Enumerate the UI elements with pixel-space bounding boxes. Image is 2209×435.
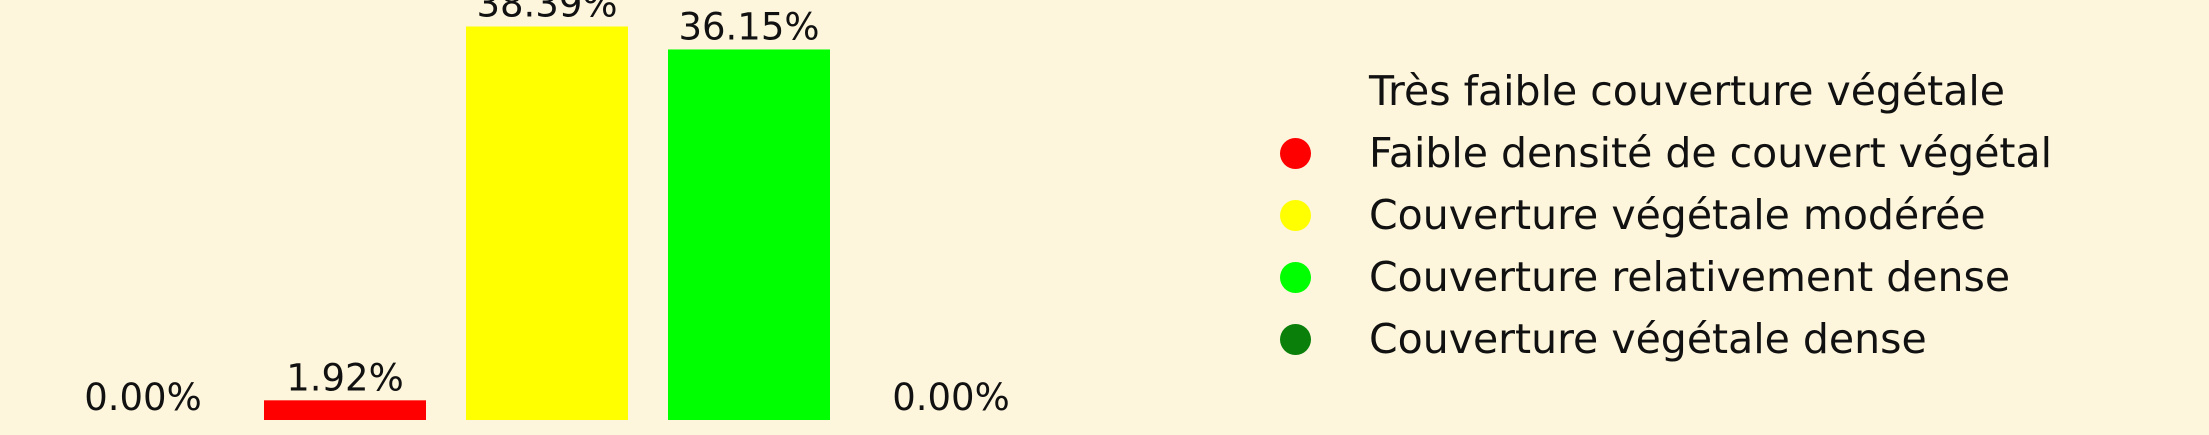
legend-item-2: Faible densité de couvert végétal [1280,122,2052,184]
value-labels-group: 0.00% 1.92% 38.39% 36.15% 0.00% [84,0,1010,419]
bar-value-label-5: 0.00% [892,376,1010,419]
legend-marker-icon [1280,137,1311,169]
legend-marker-icon [1280,261,1311,293]
bars-group [264,26,830,421]
bar-value-label-1: 0.00% [84,376,202,419]
legend-item-4: Couverture relativement dense [1280,246,2052,308]
legend-label: Très faible couverture végétale [1369,67,2006,115]
bar-value-label-3: 38.39% [476,0,617,26]
bar-value-label-4: 36.15% [678,5,819,48]
bar-4 [668,49,830,421]
legend-label: Faible densité de couvert végétal [1369,129,2053,177]
legend-label: Couverture végétale modérée [1369,191,1986,239]
legend-marker-icon [1280,75,1311,107]
legend: Très faible couverture végétale Faible de… [1280,60,2052,370]
bar-3 [466,26,628,420]
legend-label: Couverture relativement dense [1369,253,2011,301]
bar-value-label-2: 1.92% [286,356,404,399]
legend-marker-icon [1280,323,1311,355]
legend-label: Couverture végétale dense [1369,315,1927,363]
legend-item-5: Couverture végétale dense [1280,308,2052,370]
legend-marker-icon [1280,199,1311,231]
bar-2 [264,400,426,420]
legend-item-1: Très faible couverture végétale [1280,60,2052,122]
legend-item-3: Couverture végétale modérée [1280,184,2052,246]
